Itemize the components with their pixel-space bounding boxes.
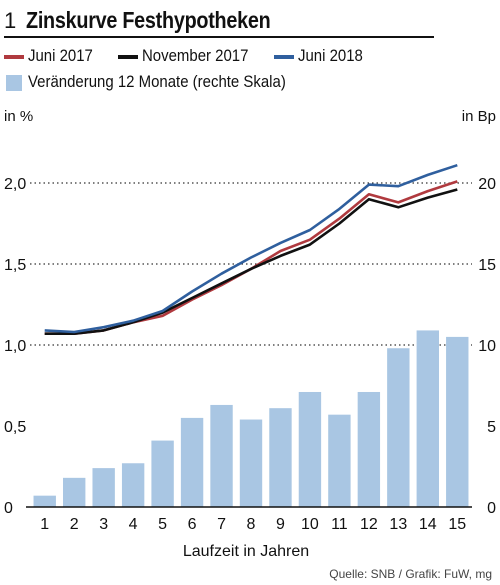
bar-laufzeit-9: [269, 408, 292, 507]
line-series-2: [44, 163, 458, 334]
y-tick-left-1: 0,5: [4, 419, 26, 436]
bar-laufzeit-14: [416, 330, 439, 507]
source-credit: Quelle: SNB / Grafik: FuW, mg: [329, 567, 492, 581]
x-tick-label-5: 5: [158, 516, 167, 533]
y-tick-right-3: 15: [478, 257, 496, 274]
x-tick-label-9: 9: [276, 516, 285, 533]
line-series-1: [44, 188, 458, 336]
y-tick-right-2: 10: [478, 338, 496, 355]
x-tick-label-10: 10: [301, 516, 319, 533]
chart-plot: 1 2 3 4 5 6 7 8 9 10 11 12 13 14 1500,51,01,52,0051015…: [4, 108, 496, 560]
y-tick-left-3: 1,5: [4, 257, 26, 274]
bar-laufzeit-13: [387, 348, 410, 507]
x-tick-label-2: 2: [70, 516, 79, 533]
bar-laufzeit-5: [151, 440, 174, 507]
y-tick-left-2: 1,0: [4, 338, 26, 355]
x-tick-label-3: 3: [99, 516, 108, 533]
x-tick-label-11: 11: [331, 516, 348, 533]
bar-laufzeit-2: [63, 477, 86, 507]
x-axis-title: Laufzeit in Jahren: [183, 543, 309, 560]
y-tick-left-4: 2,0: [4, 176, 26, 193]
y-axis-label-left: in %: [4, 108, 33, 125]
bar-laufzeit-15: [446, 336, 469, 507]
x-tick-label-8: 8: [247, 516, 256, 533]
bar-laufzeit-11: [328, 414, 351, 507]
x-tick-label-13: 13: [389, 516, 407, 533]
x-tick-label-1: 1: [40, 516, 49, 533]
legend-label-juni-2017: Juni 2017: [28, 46, 93, 65]
chart-number: 1: [4, 8, 17, 33]
x-tick-label-4: 4: [129, 516, 138, 533]
x-tick-label-12: 12: [360, 516, 378, 533]
bar-laufzeit-4: [121, 463, 145, 507]
legend-label-juni-2018: Juni 2018: [298, 46, 363, 65]
bar-laufzeit-12: [357, 391, 381, 507]
bar-laufzeit-6: [180, 417, 204, 507]
y-tick-right-4: 20: [478, 176, 496, 193]
chart-title-text: Zinskurve Festhypotheken: [26, 7, 271, 33]
y-tick-left-0: 0: [4, 500, 13, 517]
y-tick-right-1: 5: [487, 419, 496, 436]
x-tick-label-15: 15: [448, 516, 466, 533]
bar-laufzeit-7: [210, 404, 233, 507]
bar-laufzeit-3: [92, 468, 115, 507]
legend-label-veraenderung: Veränderung 12 Monate (rechte Skala): [28, 72, 286, 91]
legend-swatch-november-2017: [118, 55, 138, 59]
y-tick-right-0: 0: [487, 500, 496, 517]
bar-laufzeit-8: [239, 419, 263, 507]
x-tick-label-6: 6: [188, 516, 197, 533]
x-tick-label-7: 7: [217, 516, 226, 533]
x-tick-label-14: 14: [419, 516, 437, 533]
legend-swatch-juni-2017: [4, 55, 24, 59]
chart-title: 1 Zinskurve Festhypotheken: [4, 6, 434, 38]
bar-laufzeit-1: [33, 495, 56, 507]
legend-label-november-2017: November 2017: [142, 46, 249, 65]
legend-swatch-juni-2018: [274, 55, 294, 59]
bar-laufzeit-10: [298, 391, 322, 507]
y-axis-label-right: in Bp: [462, 108, 496, 125]
legend-swatch-veraenderung: [6, 75, 22, 91]
